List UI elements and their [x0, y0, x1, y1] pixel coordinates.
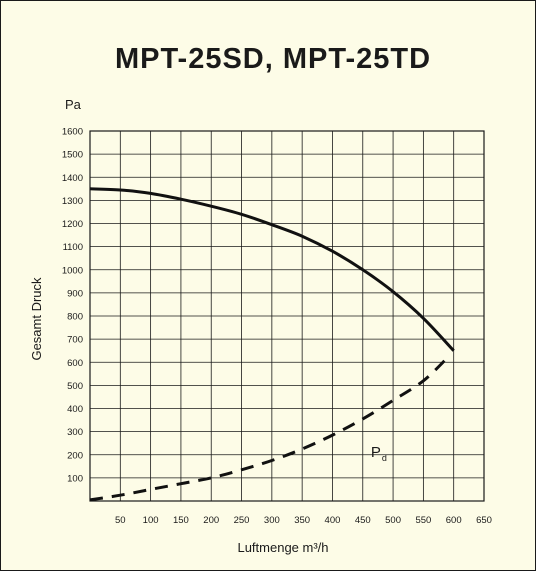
y-tick-label: 1100 [63, 242, 83, 253]
y-tick-label: 300 [67, 427, 83, 438]
dynamic-pressure-curve [89, 356, 449, 502]
x-tick-label: 650 [476, 515, 492, 526]
x-tick-label: 450 [355, 515, 371, 526]
x-tick-label: 100 [143, 515, 159, 526]
x-tick-label: 50 [115, 515, 126, 526]
y-tick-label: 700 [67, 335, 83, 346]
y-tick-label: 100 [67, 473, 83, 484]
series-layer [89, 187, 455, 502]
y-tick-label: 1400 [62, 173, 83, 184]
y-tick-label: 500 [67, 381, 83, 392]
x-tick-label: 250 [234, 515, 250, 526]
x-tick-label: 300 [264, 515, 280, 526]
x-tick-label: 550 [415, 515, 431, 526]
x-tick-label: 500 [385, 515, 401, 526]
y-tick-label: 1600 [62, 127, 83, 138]
y-tick-label: 900 [67, 288, 83, 299]
y-tick-label: 400 [67, 404, 83, 415]
y-tick-label: 1000 [62, 265, 83, 276]
y-tick-label: 1300 [62, 196, 83, 207]
curve-annotation: P [371, 444, 381, 461]
curve-annotation-subscript: d [382, 453, 387, 463]
total-pressure-curve [89, 187, 455, 352]
x-axis-ticks: 50 100 150 200 250 300 350 400 450 500 550 600 650 [115, 515, 492, 526]
x-tick-label: 200 [203, 515, 219, 526]
x-tick-label: 400 [325, 515, 341, 526]
y-axis-label: Gesamt Druck [29, 277, 44, 361]
y-tick-label: 1500 [62, 150, 83, 161]
grid [89, 130, 485, 502]
y-axis-ticks: 100 200 300 400 500 600 700 800 900 1000 1100 1200 1… [62, 127, 83, 485]
y-tick-label: 200 [67, 450, 83, 461]
x-tick-label: 350 [294, 515, 310, 526]
y-axis-unit: Pa [65, 97, 82, 112]
y-tick-label: 800 [67, 312, 83, 323]
x-tick-label: 600 [446, 515, 462, 526]
chart-title: MPT-25SD, MPT-25TD [115, 43, 431, 75]
x-axis-label: Luftmenge m³/h [237, 540, 328, 555]
y-tick-label: 1200 [62, 219, 83, 230]
x-tick-label: 150 [173, 515, 189, 526]
y-tick-label: 600 [67, 358, 83, 369]
